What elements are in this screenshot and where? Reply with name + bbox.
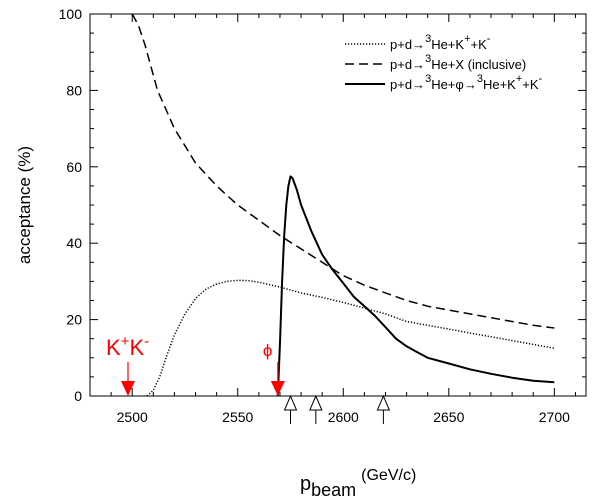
legend-superscript: +: [516, 73, 522, 85]
kk-threshold-label: K+K-: [106, 333, 149, 360]
kk-label-k2: K: [129, 335, 144, 360]
legend: p+d→3He+K++K-p+d→3He+X (inclusive)p+d→3H…: [345, 33, 543, 92]
legend-superscript: 3: [425, 73, 431, 85]
y-axis-label: acceptance (%): [15, 146, 34, 264]
y-tick-label: 100: [59, 6, 83, 22]
x-tick-label: 2500: [117, 409, 148, 425]
x-axis-label-sub: beam: [311, 480, 356, 500]
axis-ticks: [90, 13, 586, 397]
legend-text: He+φ→: [431, 77, 477, 92]
kk-arrow-head: [120, 381, 135, 396]
series-group: [131, 13, 555, 397]
legend-entry-label: p+d→3He+K++K-: [390, 33, 491, 52]
legend-text: +K: [471, 37, 488, 52]
phi-threshold-label: ϕ: [263, 341, 273, 360]
kk-label-sup-minus: -: [144, 333, 149, 350]
y-tick-label: 40: [66, 235, 82, 251]
y-tick-label: 0: [74, 388, 82, 404]
legend-text: p+d→: [390, 37, 425, 52]
x-tick-label: 2700: [539, 409, 570, 425]
legend-superscript: +: [464, 33, 470, 45]
legend-superscript: 3: [477, 73, 483, 85]
open-arrow-head: [283, 394, 298, 411]
x-axis-label-main: p: [300, 473, 311, 495]
legend-superscript: 3: [425, 33, 431, 45]
open-arrow-head: [309, 394, 323, 411]
x-axis-label: pbeam (GeV/c): [300, 467, 416, 500]
legend-superscript: 3: [425, 53, 431, 65]
kk-label-k1: K: [106, 335, 121, 360]
series-line-dotted: [146, 279, 555, 397]
tick-labels: 2500 2550 2600 2650 2700 0 20 40 60 80 100: [59, 6, 570, 425]
threshold-annotations: K+K-ϕ: [106, 333, 391, 424]
x-tick-label: 2550: [222, 409, 253, 425]
phi-arrow-head: [270, 381, 285, 396]
legend-entry-label: p+d→3He+X (inclusive): [390, 53, 526, 72]
y-tick-label: 60: [66, 159, 82, 175]
legend-entry-label: p+d→3He+φ→3He+K++K-: [390, 73, 543, 92]
legend-text: p+d→: [390, 77, 425, 92]
x-tick-label: 2650: [433, 409, 464, 425]
legend-text: p+d→: [390, 57, 425, 72]
y-tick-label: 80: [66, 82, 82, 98]
legend-text: He+K: [483, 77, 516, 92]
legend-superscript: -: [539, 73, 543, 85]
open-arrow-head: [376, 394, 391, 411]
x-tick-label: 2600: [328, 409, 359, 425]
legend-superscript: -: [487, 33, 491, 45]
y-tick-label: 20: [66, 312, 82, 328]
x-axis-label-unit: (GeV/c): [361, 467, 416, 484]
legend-text: +K: [522, 77, 539, 92]
series-line-dashed: [131, 13, 555, 329]
legend-text: He+X (inclusive): [431, 57, 526, 72]
kk-label-sup-plus: +: [121, 333, 130, 350]
legend-text: He+K: [431, 37, 464, 52]
series-line-solid: [276, 175, 555, 397]
